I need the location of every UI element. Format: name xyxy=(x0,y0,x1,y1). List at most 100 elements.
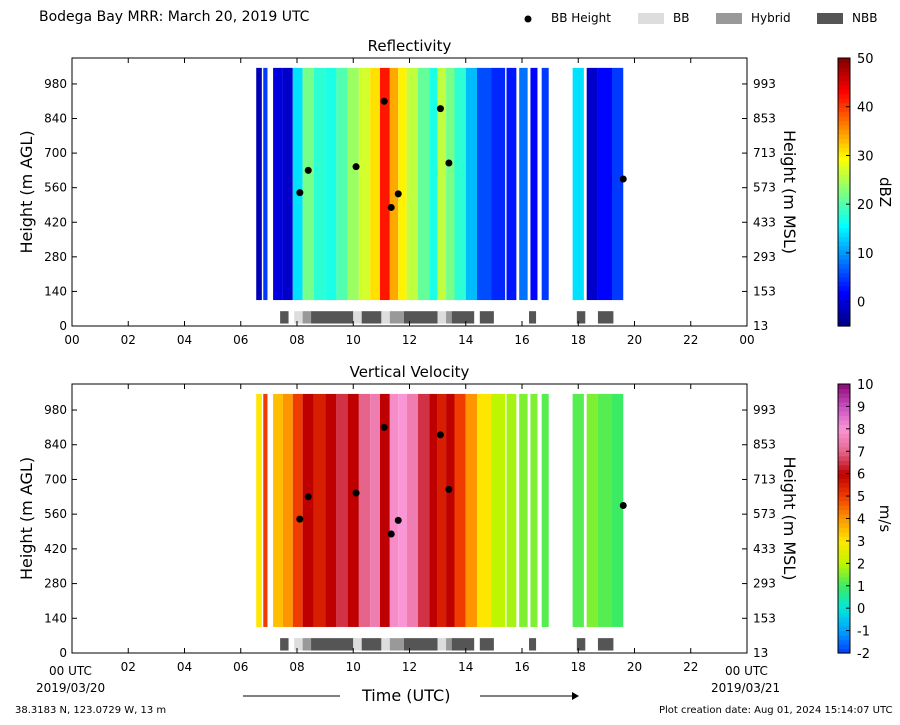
reflectivity-data-column xyxy=(586,67,598,301)
reflectivity-data-column xyxy=(256,67,262,301)
velocity-y-tick-label: 140 xyxy=(44,611,67,625)
reflectivity-data-column xyxy=(454,67,466,301)
velocity-x-tick-label: 14 xyxy=(458,660,473,674)
reflectivity-colorbar-segment xyxy=(838,308,850,314)
velocity-colorbar-segment xyxy=(838,424,850,430)
reflectivity-colorbar-segment xyxy=(838,107,850,113)
velocity-colorbar-tick-label: -1 xyxy=(857,625,870,640)
reflectivity-bb-height-point xyxy=(436,105,444,113)
reflectivity-colorbar-segment xyxy=(838,147,850,153)
velocity-y2-tick-label: 853 xyxy=(753,438,776,452)
reflectivity-data-column xyxy=(417,67,430,301)
reflectivity-y-tick-label: 280 xyxy=(44,250,67,264)
creation-date-text: Plot creation date: Aug 01, 2024 15:14:0… xyxy=(659,705,893,716)
velocity-y-tick-label: 0 xyxy=(59,646,67,660)
velocity-data-column xyxy=(256,393,262,627)
velocity-data-column xyxy=(530,393,538,627)
reflectivity-y-tick-label: 980 xyxy=(44,77,67,91)
reflectivity-colorbar-segment xyxy=(838,174,850,180)
reflectivity-bb-height-point xyxy=(619,175,627,183)
reflectivity-data-column xyxy=(429,67,438,301)
velocity-colorbar-tick-label: 6 xyxy=(857,468,865,483)
reflectivity-colorbar-segment xyxy=(838,120,850,126)
reflectivity-bb-type-bar-nbb xyxy=(597,311,614,324)
velocity-bb-type-bar-hybrid xyxy=(389,638,404,651)
reflectivity-colorbar-segment xyxy=(838,245,850,251)
velocity-colorbar-segment xyxy=(838,473,850,479)
velocity-colorbar-segment xyxy=(838,500,850,506)
reflectivity-bb-type-bar-nbb xyxy=(576,311,586,324)
reflectivity-x-tick-label: 10 xyxy=(346,333,361,347)
velocity-colorbar-segment xyxy=(838,419,850,425)
reflectivity-y2-tick-label: 293 xyxy=(753,250,776,264)
reflectivity-colorbar-segment xyxy=(838,151,850,157)
reflectivity-data-column xyxy=(379,67,390,301)
location-text: 38.3183 N, 123.0729 W, 13 m xyxy=(15,705,167,716)
reflectivity-colorbar-segment xyxy=(838,71,850,77)
reflectivity-x-tick-label: 14 xyxy=(458,333,473,347)
reflectivity-colorbar-segment xyxy=(838,285,850,291)
velocity-bb-height-point xyxy=(619,501,627,509)
velocity-colorbar-segment xyxy=(838,536,850,542)
reflectivity-bb-type-bar-hybrid xyxy=(389,311,404,324)
reflectivity-colorbar-segment xyxy=(838,281,850,287)
velocity-colorbar-segment xyxy=(838,563,850,569)
velocity-bb-height-point xyxy=(296,515,304,523)
x-axis-label: Time (UTC) xyxy=(362,686,451,705)
legend-marker-hybrid xyxy=(716,13,742,24)
reflectivity-data-column xyxy=(612,67,624,301)
velocity-bb-type-bar-bb xyxy=(294,638,303,651)
reflectivity-y-axis-label: Height (m AGL) xyxy=(17,130,36,253)
velocity-colorbar-segment xyxy=(838,531,850,538)
reflectivity-colorbar-segment xyxy=(838,317,850,323)
velocity-colorbar-segment xyxy=(838,384,850,390)
reflectivity-data-column xyxy=(325,67,337,301)
reflectivity-x-tick-label: 12 xyxy=(402,333,417,347)
velocity-data-column xyxy=(379,393,390,627)
velocity-data-column xyxy=(263,393,268,627)
reflectivity-data-column xyxy=(358,67,371,301)
velocity-colorbar-segment xyxy=(838,415,850,421)
reflectivity-data-column xyxy=(465,67,477,301)
velocity-y-tick-label: 560 xyxy=(44,507,67,521)
velocity-x-tick-label: 08 xyxy=(289,660,304,674)
velocity-colorbar-segment xyxy=(838,514,850,520)
velocity-data-column xyxy=(292,393,303,627)
velocity-colorbar-segment xyxy=(838,460,850,466)
reflectivity-colorbar-segment xyxy=(838,165,850,171)
reflectivity-colorbar-label: dBZ xyxy=(876,177,894,207)
figure-title: Bodega Bay MRR: March 20, 2019 UTC xyxy=(39,9,310,25)
reflectivity-data-column xyxy=(597,67,612,301)
reflectivity-bb-height-point xyxy=(352,163,360,171)
velocity-colorbar-segment xyxy=(838,487,850,493)
velocity-bb-type-bar-nbb xyxy=(576,638,586,651)
velocity-bb-height-point xyxy=(380,423,388,431)
velocity-y-tick-label: 840 xyxy=(44,438,67,452)
reflectivity-colorbar-segment xyxy=(838,138,850,144)
reflectivity-y-tick-label: 560 xyxy=(44,181,67,195)
reflectivity-x-tick-label: 02 xyxy=(121,333,136,347)
velocity-colorbar-segment xyxy=(838,572,850,578)
reflectivity-colorbar-segment xyxy=(838,200,850,206)
velocity-colorbar-tick-label: 8 xyxy=(857,423,865,438)
velocity-colorbar-segment xyxy=(838,644,850,650)
velocity-x-tick-label: 18 xyxy=(571,660,586,674)
reflectivity-colorbar-segment xyxy=(838,299,850,305)
reflectivity-data-column xyxy=(347,67,359,301)
reflectivity-y-tick-label: 140 xyxy=(44,284,67,298)
reflectivity-bb-type-bar-nbb xyxy=(451,311,475,324)
reflectivity-panel-title: Reflectivity xyxy=(368,37,452,55)
velocity-y2-tick-label: 293 xyxy=(753,577,776,591)
velocity-bb-type-bar-bb xyxy=(381,638,390,651)
velocity-data-column xyxy=(336,393,348,627)
reflectivity-colorbar-tick-label: 20 xyxy=(857,198,874,213)
velocity-colorbar-segment xyxy=(838,522,850,529)
reflectivity-data-column xyxy=(446,67,455,301)
velocity-bb-type-bar-bb xyxy=(353,638,362,651)
velocity-y-tick-label: 420 xyxy=(44,542,67,556)
reflectivity-data-column xyxy=(336,67,348,301)
reflectivity-x-tick-label: 06 xyxy=(233,333,248,347)
reflectivity-bb-type-bar-bb xyxy=(437,311,447,324)
reflectivity-bb-height-point xyxy=(387,203,395,211)
